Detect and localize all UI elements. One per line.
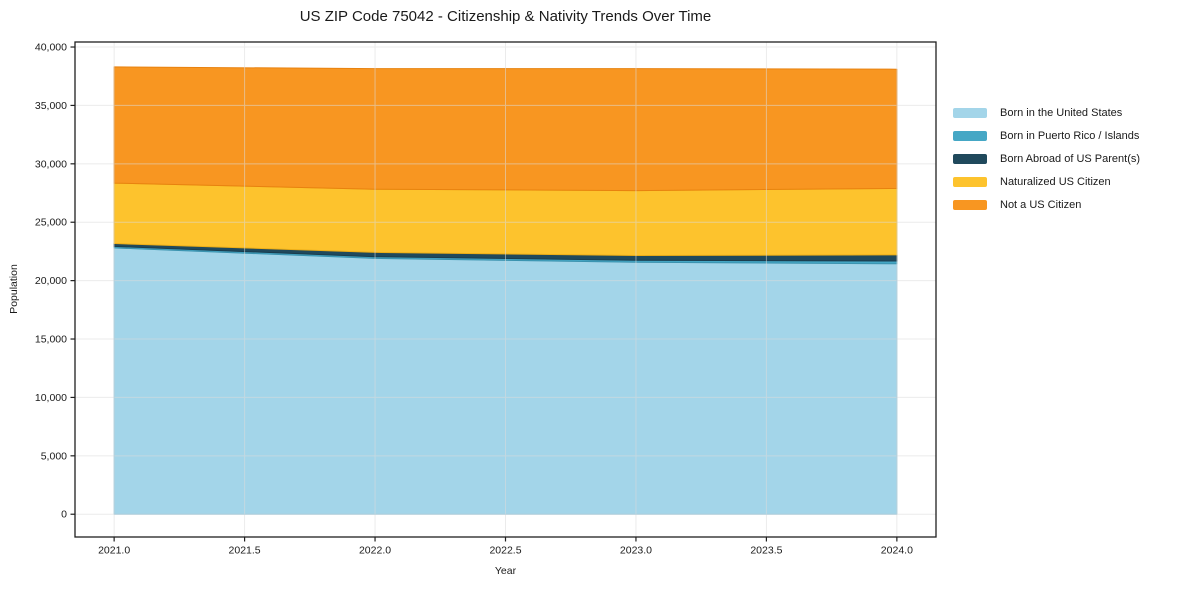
y-tick-label: 25,000 (35, 217, 67, 229)
legend-item-0: Born in the United States (953, 101, 1140, 124)
legend-swatch-icon (953, 199, 987, 210)
legend-label: Born Abroad of US Parent(s) (1000, 152, 1141, 165)
chart-title: US ZIP Code 75042 - Citizenship & Nativi… (299, 8, 712, 25)
y-tick-label: 5,000 (41, 450, 67, 462)
legend-item-3: Naturalized US Citizen (953, 170, 1140, 193)
legend-label: Not a US Citizen (1000, 198, 1082, 211)
y-axis-label: Population (8, 264, 20, 314)
legend-swatch-icon (953, 153, 987, 164)
y-axis: 0 5,000 10,000 15,000 20,000 25,000 30,000 35,0… (35, 42, 75, 521)
legend-swatch-icon (953, 176, 987, 187)
y-tick-label: 40,000 (35, 42, 67, 54)
legend-item-1: Born in Puerto Rico / Islands (953, 124, 1140, 147)
x-axis: 2021.0 2021.5 2022.0 2022.5 2023.0 2023.5 2024… (98, 537, 913, 557)
x-tick-label: 2021.0 (98, 545, 130, 557)
legend-swatch-icon (953, 107, 987, 118)
y-tick-label: 15,000 (35, 334, 67, 346)
x-tick-label: 2023.0 (620, 545, 652, 557)
legend-label: Naturalized US Citizen (1000, 175, 1111, 188)
y-tick-label: 35,000 (35, 100, 67, 112)
gridlines (75, 42, 936, 537)
y-tick-label: 10,000 (35, 392, 67, 404)
legend-item-2: Born Abroad of US Parent(s) (953, 147, 1140, 170)
x-axis-label: Year (494, 565, 517, 577)
x-tick-label: 2022.5 (489, 545, 521, 557)
y-tick-label: 30,000 (35, 158, 67, 170)
x-tick-label: 2021.5 (229, 545, 261, 557)
y-tick-label: 20,000 (35, 275, 67, 287)
legend-swatch-icon (953, 130, 987, 141)
x-tick-label: 2023.5 (750, 545, 782, 557)
x-tick-label: 2024.0 (881, 545, 913, 557)
x-tick-label: 2022.0 (359, 545, 391, 557)
y-tick-label: 0 (61, 509, 67, 521)
legend: Born in the United States Born in Puerto … (953, 101, 1140, 216)
legend-label: Born in Puerto Rico / Islands (1000, 129, 1140, 142)
legend-item-4: Not a US Citizen (953, 193, 1140, 216)
legend-label: Born in the United States (1000, 106, 1123, 119)
